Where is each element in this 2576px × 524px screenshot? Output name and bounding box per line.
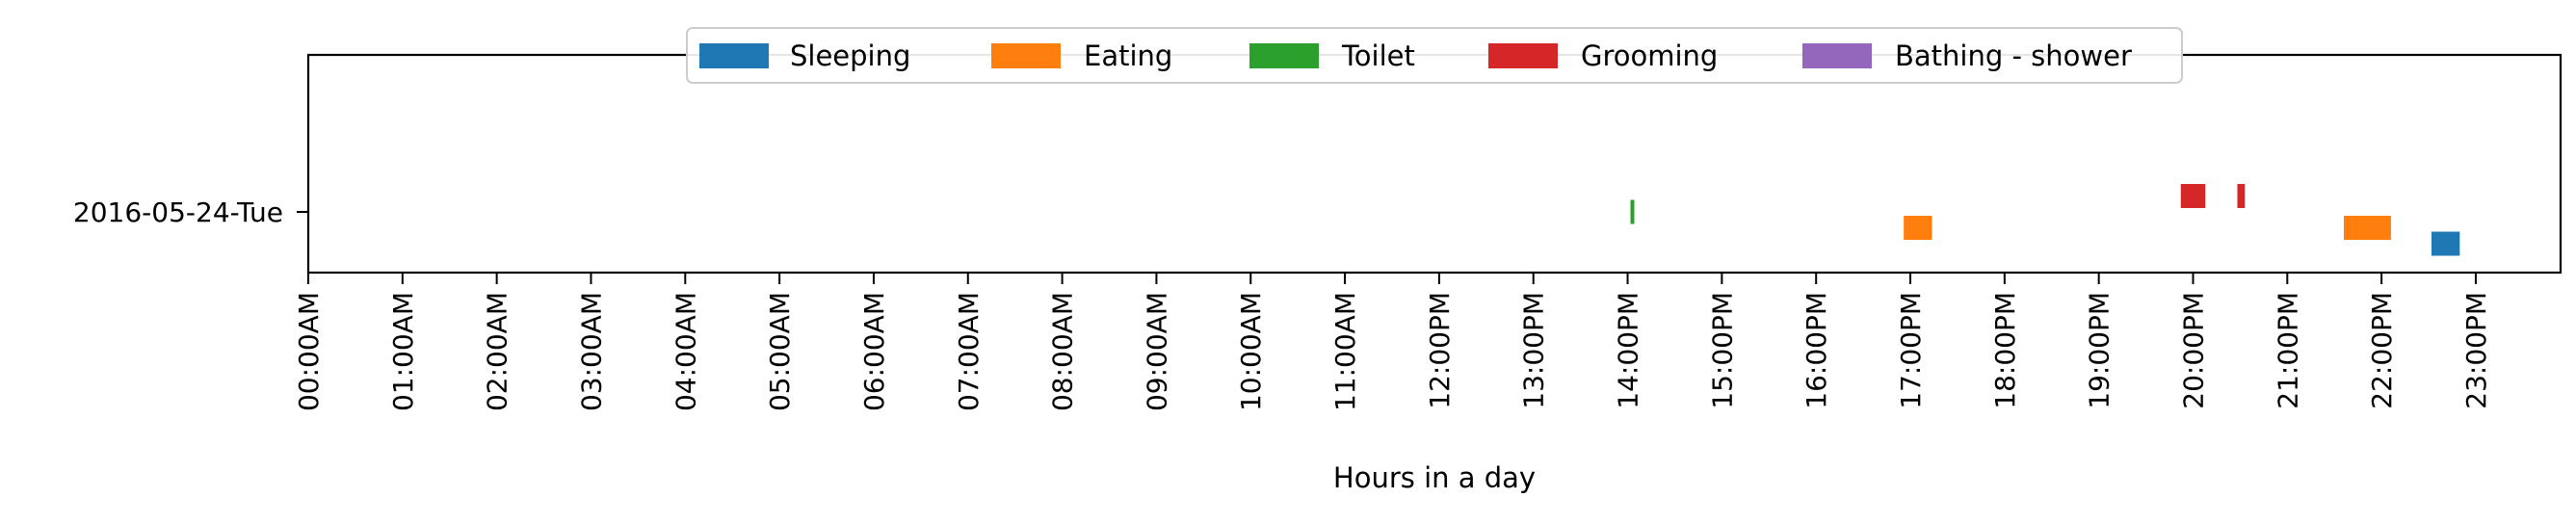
x-tick-label: 03:00AM [575, 292, 607, 411]
legend-label: Bathing - shower [1895, 39, 2132, 72]
x-tick-label: 12:00PM [1424, 292, 1456, 409]
legend-label: Toilet [1341, 39, 1415, 72]
x-tick-label: 10:00AM [1235, 292, 1267, 411]
x-tick-label: 00:00AM [293, 292, 325, 411]
legend-swatch [1802, 43, 1872, 68]
activity-bar [2431, 231, 2460, 256]
x-tick-label: 04:00AM [670, 292, 701, 411]
x-tick-label: 13:00PM [1518, 292, 1550, 409]
x-tick-label: 22:00PM [2366, 292, 2398, 409]
x-tick-label: 02:00AM [482, 292, 513, 411]
activity-bars [1630, 184, 2460, 256]
x-tick-label: 05:00AM [764, 292, 796, 411]
y-axis-ticks: 2016-05-24-Tue [73, 196, 308, 228]
activity-bar [2344, 216, 2391, 240]
x-tick-label: 14:00PM [1613, 292, 1644, 409]
legend-frame [686, 27, 2183, 84]
activity-bar [1630, 199, 1635, 224]
x-axis-label: Hours in a day [1333, 461, 1536, 494]
x-tick-label: 06:00AM [858, 292, 890, 411]
x-tick-label: 08:00AM [1047, 292, 1079, 411]
activity-bar [2237, 184, 2246, 208]
legend-swatch [1249, 43, 1319, 68]
x-tick-label: 17:00PM [1895, 292, 1927, 409]
x-tick-label: 23:00PM [2460, 292, 2492, 409]
activity-bar [2180, 184, 2206, 208]
legend: Sleeping Eating Toilet Grooming Bathing - sh… [686, 27, 2183, 84]
x-tick-label: 18:00PM [1989, 292, 2021, 409]
x-tick-label: 21:00PM [2272, 292, 2303, 409]
x-tick-label: 19:00PM [2084, 292, 2116, 409]
x-axis-ticks: 00:00AM 01:00AM 02:00AM 03:00AM 04:00AM 05:00… [293, 273, 2492, 411]
legend-label: Grooming [1581, 39, 1718, 72]
x-tick-label: 01:00AM [387, 292, 419, 411]
x-tick-label: 11:00AM [1329, 292, 1361, 411]
x-tick-label: 15:00PM [1706, 292, 1738, 409]
legend-label: Eating [1084, 39, 1172, 72]
x-tick-label: 20:00PM [2177, 292, 2209, 409]
plot-frame [306, 53, 2563, 275]
legend-swatch [1488, 43, 1558, 68]
x-tick-label: 16:00PM [1801, 292, 1832, 409]
legend-swatch [991, 43, 1061, 68]
y-tick-label: 2016-05-24-Tue [73, 196, 283, 228]
activity-bar [1904, 216, 1932, 240]
legend-swatch [699, 43, 769, 68]
x-tick-label: 07:00AM [953, 292, 985, 411]
x-tick-label: 09:00AM [1141, 292, 1172, 411]
legend-label: Sleeping [790, 39, 910, 72]
